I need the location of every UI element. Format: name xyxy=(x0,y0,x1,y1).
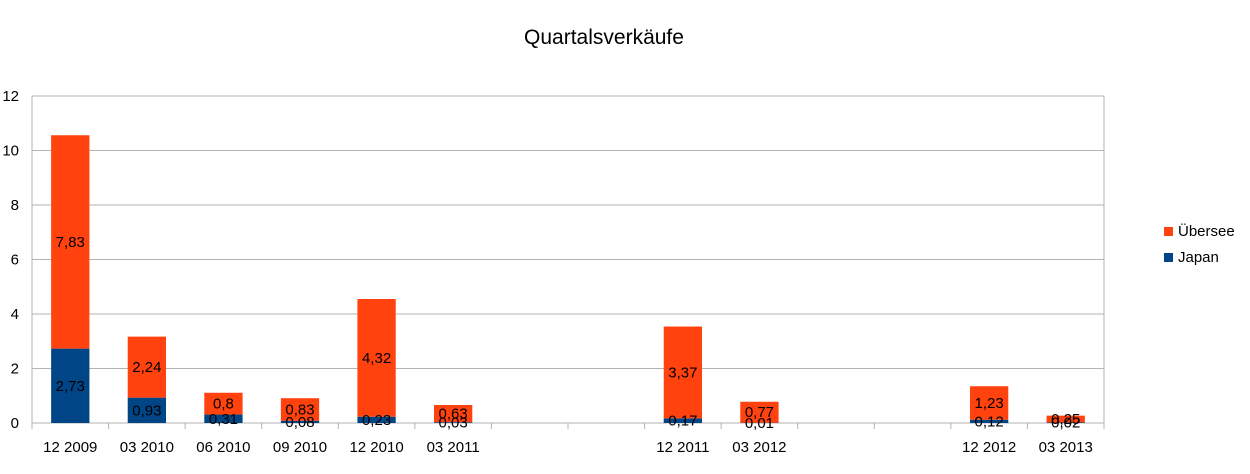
data-label-japan: 0,23 xyxy=(362,412,391,429)
bar-japan xyxy=(127,397,166,423)
legend-label: Übersee xyxy=(1178,222,1235,240)
y-tick-label: 2 xyxy=(11,361,19,378)
x-tick-label: 03 2012 xyxy=(732,439,786,456)
y-tick-label: 0 xyxy=(11,415,19,432)
bar-japan xyxy=(1046,422,1085,423)
x-tick-label: 12 2009 xyxy=(43,439,97,456)
data-label-ubersee: 0,77 xyxy=(745,404,774,421)
x-axis-ticks: 12 2009 03 2010 06 2010 09 2010 12 2010 03 20… xyxy=(31,423,1105,456)
x-tick-label: 03 2013 xyxy=(1039,439,1093,456)
legend-label: Japan xyxy=(1178,249,1219,266)
data-label-ubersee: 0,8 xyxy=(213,396,234,413)
bar-japan xyxy=(204,414,243,423)
data-label-japan: 0,31 xyxy=(209,411,238,428)
bar-ubersee xyxy=(357,299,396,417)
data-label-ubersee: 7,83 xyxy=(56,234,85,251)
grid xyxy=(31,95,1105,424)
x-tick-label: 09 2010 xyxy=(273,439,327,456)
bar-japan xyxy=(280,420,320,423)
bar-ubersee xyxy=(127,336,166,398)
bar-ubersee xyxy=(970,386,1009,420)
data-label-ubersee: 0,25 xyxy=(1051,411,1080,428)
bars xyxy=(51,135,1085,423)
data-label-japan: 0,17 xyxy=(668,413,697,430)
y-tick-label: 10 xyxy=(2,143,19,160)
bar-japan xyxy=(663,418,702,423)
y-tick-label: 12 xyxy=(2,88,19,105)
x-tick-label: 06 2010 xyxy=(196,439,250,456)
legend-swatch xyxy=(1164,227,1173,236)
data-label-japan: 0,93 xyxy=(132,402,161,419)
bar-ubersee xyxy=(434,405,473,423)
bar-ubersee xyxy=(663,326,702,419)
x-tick-label: 03 2011 xyxy=(427,439,480,456)
data-label-ubersee: 1,23 xyxy=(975,395,1004,412)
data-label-japan: 0,03 xyxy=(439,415,468,432)
x-tick-label: 12 2012 xyxy=(962,439,1016,456)
bar-ubersee xyxy=(280,398,320,421)
y-tick-label: 8 xyxy=(11,197,19,214)
data-label-japan: 0,12 xyxy=(975,413,1004,430)
x-tick-label: 12 2011 xyxy=(656,439,709,456)
data-label-ubersee: 3,37 xyxy=(668,364,697,381)
bar-ubersee xyxy=(51,135,90,349)
bar-ubersee xyxy=(204,392,243,415)
bar-japan xyxy=(357,416,396,423)
bar-ubersee xyxy=(1046,415,1085,423)
x-tick-label: 03 2010 xyxy=(120,439,174,456)
data-label-ubersee: 4,32 xyxy=(362,350,391,367)
data-label-japan: 0,08 xyxy=(285,414,314,431)
y-tick-label: 6 xyxy=(11,252,19,269)
chart-title: Quartalsverkäufe xyxy=(524,26,684,49)
data-label-ubersee: 0,83 xyxy=(285,402,314,419)
y-tick-label: 4 xyxy=(11,306,19,323)
data-label-japan: 2,73 xyxy=(56,378,85,395)
x-tick-label: 12 2010 xyxy=(349,439,403,456)
bar-japan xyxy=(434,422,473,423)
legend: Übersee Japan xyxy=(1164,222,1235,266)
bar-ubersee xyxy=(740,401,779,423)
data-label-ubersee: 0,63 xyxy=(439,406,468,423)
bar-japan xyxy=(51,348,90,423)
legend-swatch xyxy=(1164,253,1173,262)
data-label-japan: 0,02 xyxy=(1051,415,1080,432)
data-labels: 2,73 7,83 0,93 2,24 0,310,8 0,080,83 0,23 4,32 0… xyxy=(56,234,1081,432)
data-label-ubersee: 2,24 xyxy=(132,359,161,376)
y-axis-ticks: 0 2 4 6 8 10 12 xyxy=(2,88,19,432)
data-label-japan: 0,01 xyxy=(745,415,774,432)
bar-japan xyxy=(970,419,1009,423)
